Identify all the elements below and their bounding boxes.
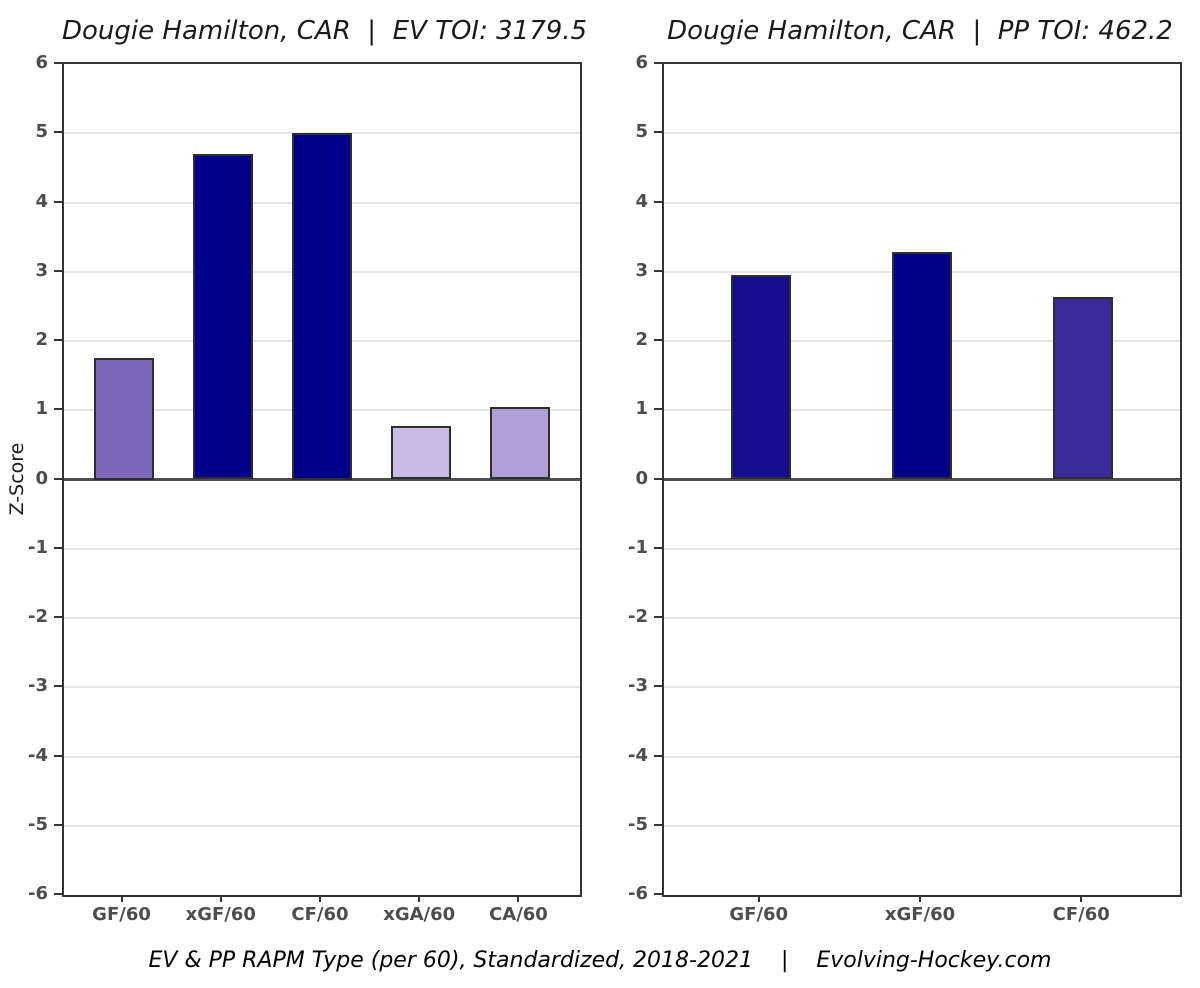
gridline	[664, 824, 1180, 827]
zero-line	[64, 478, 580, 481]
y-tick-mark	[54, 754, 62, 757]
bar-xgf-60	[892, 252, 952, 480]
y-tick-mark	[54, 339, 62, 341]
x-tick-mark	[919, 895, 921, 902]
y-tick-mark	[54, 685, 62, 688]
y-tick-label: -4	[628, 744, 648, 766]
plot-panel-ev	[62, 62, 582, 897]
y-tick-mark	[654, 823, 662, 826]
y-tick-label: 5	[635, 121, 648, 143]
y-tick-mark	[654, 269, 662, 272]
y-tick-label: 6	[635, 52, 648, 73]
y-tick-label: -3	[28, 675, 48, 697]
y-tick-label: -2	[28, 606, 48, 627]
x-tick-mark	[120, 895, 123, 902]
bar-gf-60	[730, 275, 791, 480]
y-tick-label: -1	[28, 536, 48, 558]
x-tick-mark	[219, 895, 222, 902]
bar-xgf-60	[192, 154, 253, 480]
y-tick-mark	[654, 685, 662, 688]
gridline	[64, 547, 580, 550]
y-tick-label: -5	[628, 813, 648, 835]
y-tick-mark	[54, 408, 62, 411]
y-tick-label: 6	[35, 52, 48, 73]
y-tick-mark	[654, 200, 662, 203]
gridline	[664, 547, 1180, 550]
x-tick-mark	[517, 895, 520, 902]
y-tick-mark	[54, 131, 62, 134]
y-tick-label: 0	[635, 467, 648, 489]
y-tick-label: 1	[35, 398, 48, 420]
x-tick-label: xGF/60	[185, 904, 256, 925]
gridline	[64, 755, 580, 758]
x-tick-mark	[418, 895, 421, 902]
y-tick-mark	[54, 546, 62, 549]
y-tick-label: 5	[35, 121, 48, 143]
plot-panel-pp	[662, 62, 1182, 897]
y-tick-label: 3	[35, 259, 48, 281]
x-tick-label: xGA/60	[383, 904, 456, 925]
gridline	[664, 201, 1180, 204]
y-tick-mark	[54, 823, 62, 826]
bar-gf-60	[93, 358, 154, 480]
y-tick-label: 0	[35, 467, 48, 489]
y-tick-mark	[654, 131, 662, 134]
chart-title-ev: Dougie Hamilton, CAR | EV TOI: 3179.5	[62, 16, 588, 46]
y-tick-label: -2	[628, 606, 648, 627]
x-tick-label: GF/60	[92, 904, 151, 925]
y-tick-mark	[654, 546, 662, 549]
y-tick-mark	[654, 62, 662, 64]
x-tick-mark	[757, 895, 760, 902]
x-tick-label: GF/60	[729, 904, 789, 925]
y-tick-mark	[654, 408, 662, 411]
y-tick-label: -5	[28, 813, 48, 835]
y-tick-label: 4	[35, 190, 48, 212]
y-tick-label: -1	[628, 536, 648, 558]
x-tick-mark	[319, 895, 321, 902]
bar-cf-60	[292, 133, 352, 480]
zero-line	[664, 478, 1180, 481]
y-tick-mark	[54, 616, 62, 618]
x-tick-label: xGF/60	[884, 904, 956, 925]
y-tick-mark	[654, 754, 662, 757]
chart-title-pp: Dougie Hamilton, CAR | PP TOI: 462.2	[667, 16, 1173, 46]
y-tick-mark	[654, 339, 662, 341]
x-tick-label: CA/60	[489, 904, 548, 925]
figure-caption: EV & PP RAPM Type (per 60), Standardized…	[148, 948, 1052, 973]
y-tick-mark	[54, 269, 62, 272]
y-tick-label: -3	[628, 675, 648, 697]
bar-xga-60	[391, 426, 452, 480]
y-tick-label: 3	[635, 259, 648, 281]
gridline	[664, 132, 1180, 135]
x-tick-label: CF/60	[291, 904, 349, 925]
y-tick-mark	[654, 893, 662, 895]
y-tick-mark	[654, 477, 662, 480]
y-tick-mark	[54, 62, 62, 64]
y-tick-label: 2	[35, 329, 48, 350]
gridline	[64, 617, 580, 619]
y-tick-mark	[54, 477, 62, 480]
gridline	[664, 617, 1180, 619]
y-tick-mark	[54, 200, 62, 203]
y-tick-label: -6	[628, 883, 648, 904]
x-tick-mark	[1080, 895, 1083, 902]
x-tick-label: CF/60	[1052, 904, 1110, 925]
y-tick-label: 4	[635, 190, 648, 212]
y-tick-label: -6	[28, 883, 48, 904]
y-tick-label: 2	[635, 329, 648, 350]
gridline	[64, 824, 580, 827]
gridline	[664, 686, 1180, 689]
y-tick-label: -4	[28, 744, 48, 766]
y-tick-label: 1	[635, 398, 648, 420]
gridline	[64, 686, 580, 689]
y-tick-mark	[654, 616, 662, 618]
gridline	[664, 755, 1180, 758]
bar-cf-60	[1053, 297, 1114, 480]
bar-ca-60	[490, 407, 551, 480]
y-tick-mark	[54, 893, 62, 895]
